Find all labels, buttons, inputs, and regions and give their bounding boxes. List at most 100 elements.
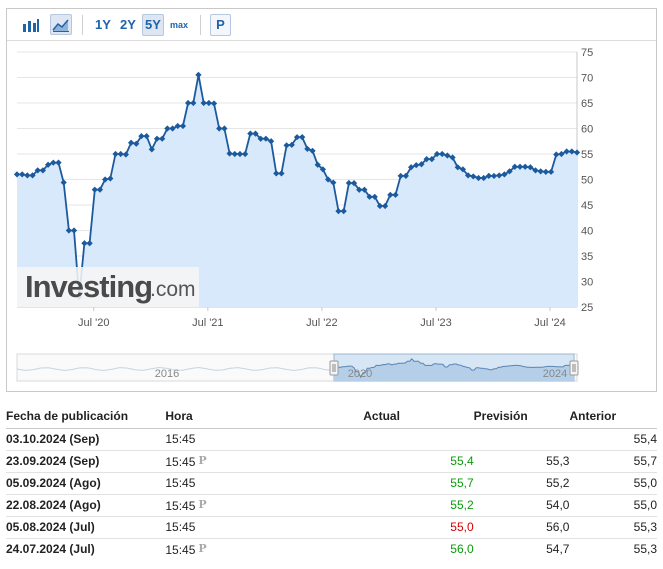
cell-time-text: 15:45 — [165, 498, 196, 513]
data-point — [205, 99, 212, 107]
table-row: 24.07.2024 (Jul) 15:45 P 56,0 54,7 55,3 — [6, 537, 657, 560]
data-point — [184, 99, 192, 107]
area-chart-icon[interactable] — [50, 14, 72, 35]
bar-chart-icon[interactable] — [22, 17, 40, 33]
data-point — [210, 100, 218, 107]
cell-time: 15:45 P — [165, 449, 364, 472]
y-tick-label: 45 — [581, 200, 593, 212]
cell-previous: 55,7 — [569, 449, 657, 472]
table-header-row: Fecha de publicación Hora Actual Previsi… — [6, 404, 657, 429]
table-row: 23.09.2024 (Sep) 15:45 P 55,4 55,3 55,7 — [6, 449, 657, 472]
cell-forecast-text: 54,7 — [546, 542, 570, 557]
data-point — [242, 150, 249, 158]
cell-forecast: 56,0 — [473, 515, 570, 538]
cell-forecast-text: 56,0 — [546, 520, 570, 534]
preliminary-toggle-button[interactable]: P — [210, 14, 231, 36]
watermark-brand: Investing — [25, 269, 153, 304]
data-point — [273, 170, 280, 177]
data-point — [164, 125, 171, 132]
data-point — [382, 202, 389, 210]
data-point — [288, 141, 295, 148]
cell-release-date-text: 22.08.2024 (Ago) — [6, 498, 101, 512]
data-point — [418, 161, 425, 168]
x-tick-label: Jul '23 — [420, 317, 451, 329]
data-point — [81, 240, 88, 247]
toolbar-divider — [82, 15, 83, 35]
y-tick-label: 65 — [581, 98, 593, 110]
cell-forecast-text: 54,0 — [546, 498, 570, 512]
col-forecast[interactable]: Previsión — [473, 404, 570, 429]
col-previous[interactable]: Anterior — [569, 404, 657, 429]
cell-forecast — [473, 427, 570, 450]
cell-forecast: 55,2 — [473, 471, 570, 494]
navigator-year-label: 2024 — [543, 368, 567, 380]
data-point — [55, 159, 62, 166]
cell-actual-text: 55,2 — [450, 498, 474, 512]
preliminary-release-icon: P — [198, 541, 207, 555]
y-tick-label: 70 — [581, 73, 593, 85]
cell-actual: 55,7 — [363, 471, 474, 494]
data-point — [190, 99, 197, 107]
cell-time: 15:45 — [165, 427, 364, 450]
data-point — [143, 133, 150, 140]
history-table: Fecha de publicación Hora Actual Previsi… — [6, 404, 657, 560]
cell-release-date: 05.08.2024 (Jul) — [6, 515, 166, 538]
watermark-domain: .com — [150, 278, 196, 301]
navigator-handle[interactable] — [329, 360, 339, 376]
investing-watermark: Investing .com — [17, 267, 199, 307]
cell-release-date: 05.09.2024 (Ago) — [6, 471, 166, 494]
cell-release-date-text: 03.10.2024 (Sep) — [6, 432, 100, 446]
col-release-date[interactable]: Fecha de publicación — [6, 404, 166, 429]
cell-forecast: 55,3 — [473, 449, 570, 472]
range-5y-button[interactable]: 5Y — [142, 14, 164, 36]
cell-time-text: 15:45 — [165, 432, 196, 446]
cell-time: 15:45 — [165, 471, 364, 494]
cell-actual: 56,0 — [363, 537, 474, 560]
data-point — [428, 155, 435, 163]
cell-release-date: 03.10.2024 (Sep) — [6, 427, 166, 450]
data-point — [423, 156, 430, 163]
navigator-year-label: 2020 — [348, 368, 372, 380]
data-point — [366, 193, 373, 200]
cell-time-text: 15:45 — [165, 476, 196, 490]
cell-time: 15:45 P — [165, 493, 364, 516]
col-actual[interactable]: Actual — [363, 404, 474, 429]
data-point — [153, 135, 161, 142]
cell-release-date-text: 05.08.2024 (Jul) — [6, 520, 95, 534]
cell-previous: 55,0 — [569, 471, 657, 494]
data-point — [304, 145, 311, 152]
range-2y-button[interactable]: 2Y — [120, 17, 136, 32]
cell-actual: 55,4 — [363, 449, 474, 472]
data-point — [24, 172, 31, 179]
y-tick-label: 75 — [581, 47, 593, 59]
cell-actual: 55,2 — [363, 493, 474, 516]
cell-time-text: 15:45 — [165, 454, 196, 469]
col-time[interactable]: Hora — [165, 404, 364, 429]
cell-time-text: 15:45 — [165, 542, 196, 557]
preliminary-release-icon: P — [198, 453, 207, 467]
data-point — [200, 99, 207, 107]
chart-container: 1Y 2Y 5Y max P 75 70 65 60 55 50 45 40 35 30 25 Jul… — [6, 8, 657, 392]
y-tick-label: 35 — [581, 251, 593, 263]
data-point — [65, 227, 72, 234]
cell-release-date: 23.09.2024 (Sep) — [6, 449, 166, 472]
data-point — [475, 174, 482, 182]
range-1y-button[interactable]: 1Y — [95, 17, 111, 32]
cell-previous-text: 55,3 — [633, 542, 657, 557]
data-point — [127, 139, 135, 146]
data-point — [91, 186, 98, 193]
data-point — [371, 193, 378, 200]
series-area — [17, 74, 577, 308]
range-max-button[interactable]: max — [169, 20, 188, 30]
line-chart: 75 70 65 60 55 50 45 40 35 30 25 Jul '20 Jul '21 Jul … — [13, 47, 593, 382]
cell-time-text: 15:45 — [165, 520, 196, 534]
data-point — [506, 168, 513, 175]
data-point — [496, 172, 503, 179]
cell-actual-text: 55,0 — [450, 520, 474, 534]
cell-release-date: 22.08.2024 (Ago) — [6, 493, 166, 516]
data-point — [44, 161, 52, 168]
navigator-history-line — [16, 366, 334, 372]
navigator-handle[interactable] — [569, 360, 579, 376]
data-point — [231, 150, 238, 158]
cell-time: 15:45 — [165, 515, 364, 538]
